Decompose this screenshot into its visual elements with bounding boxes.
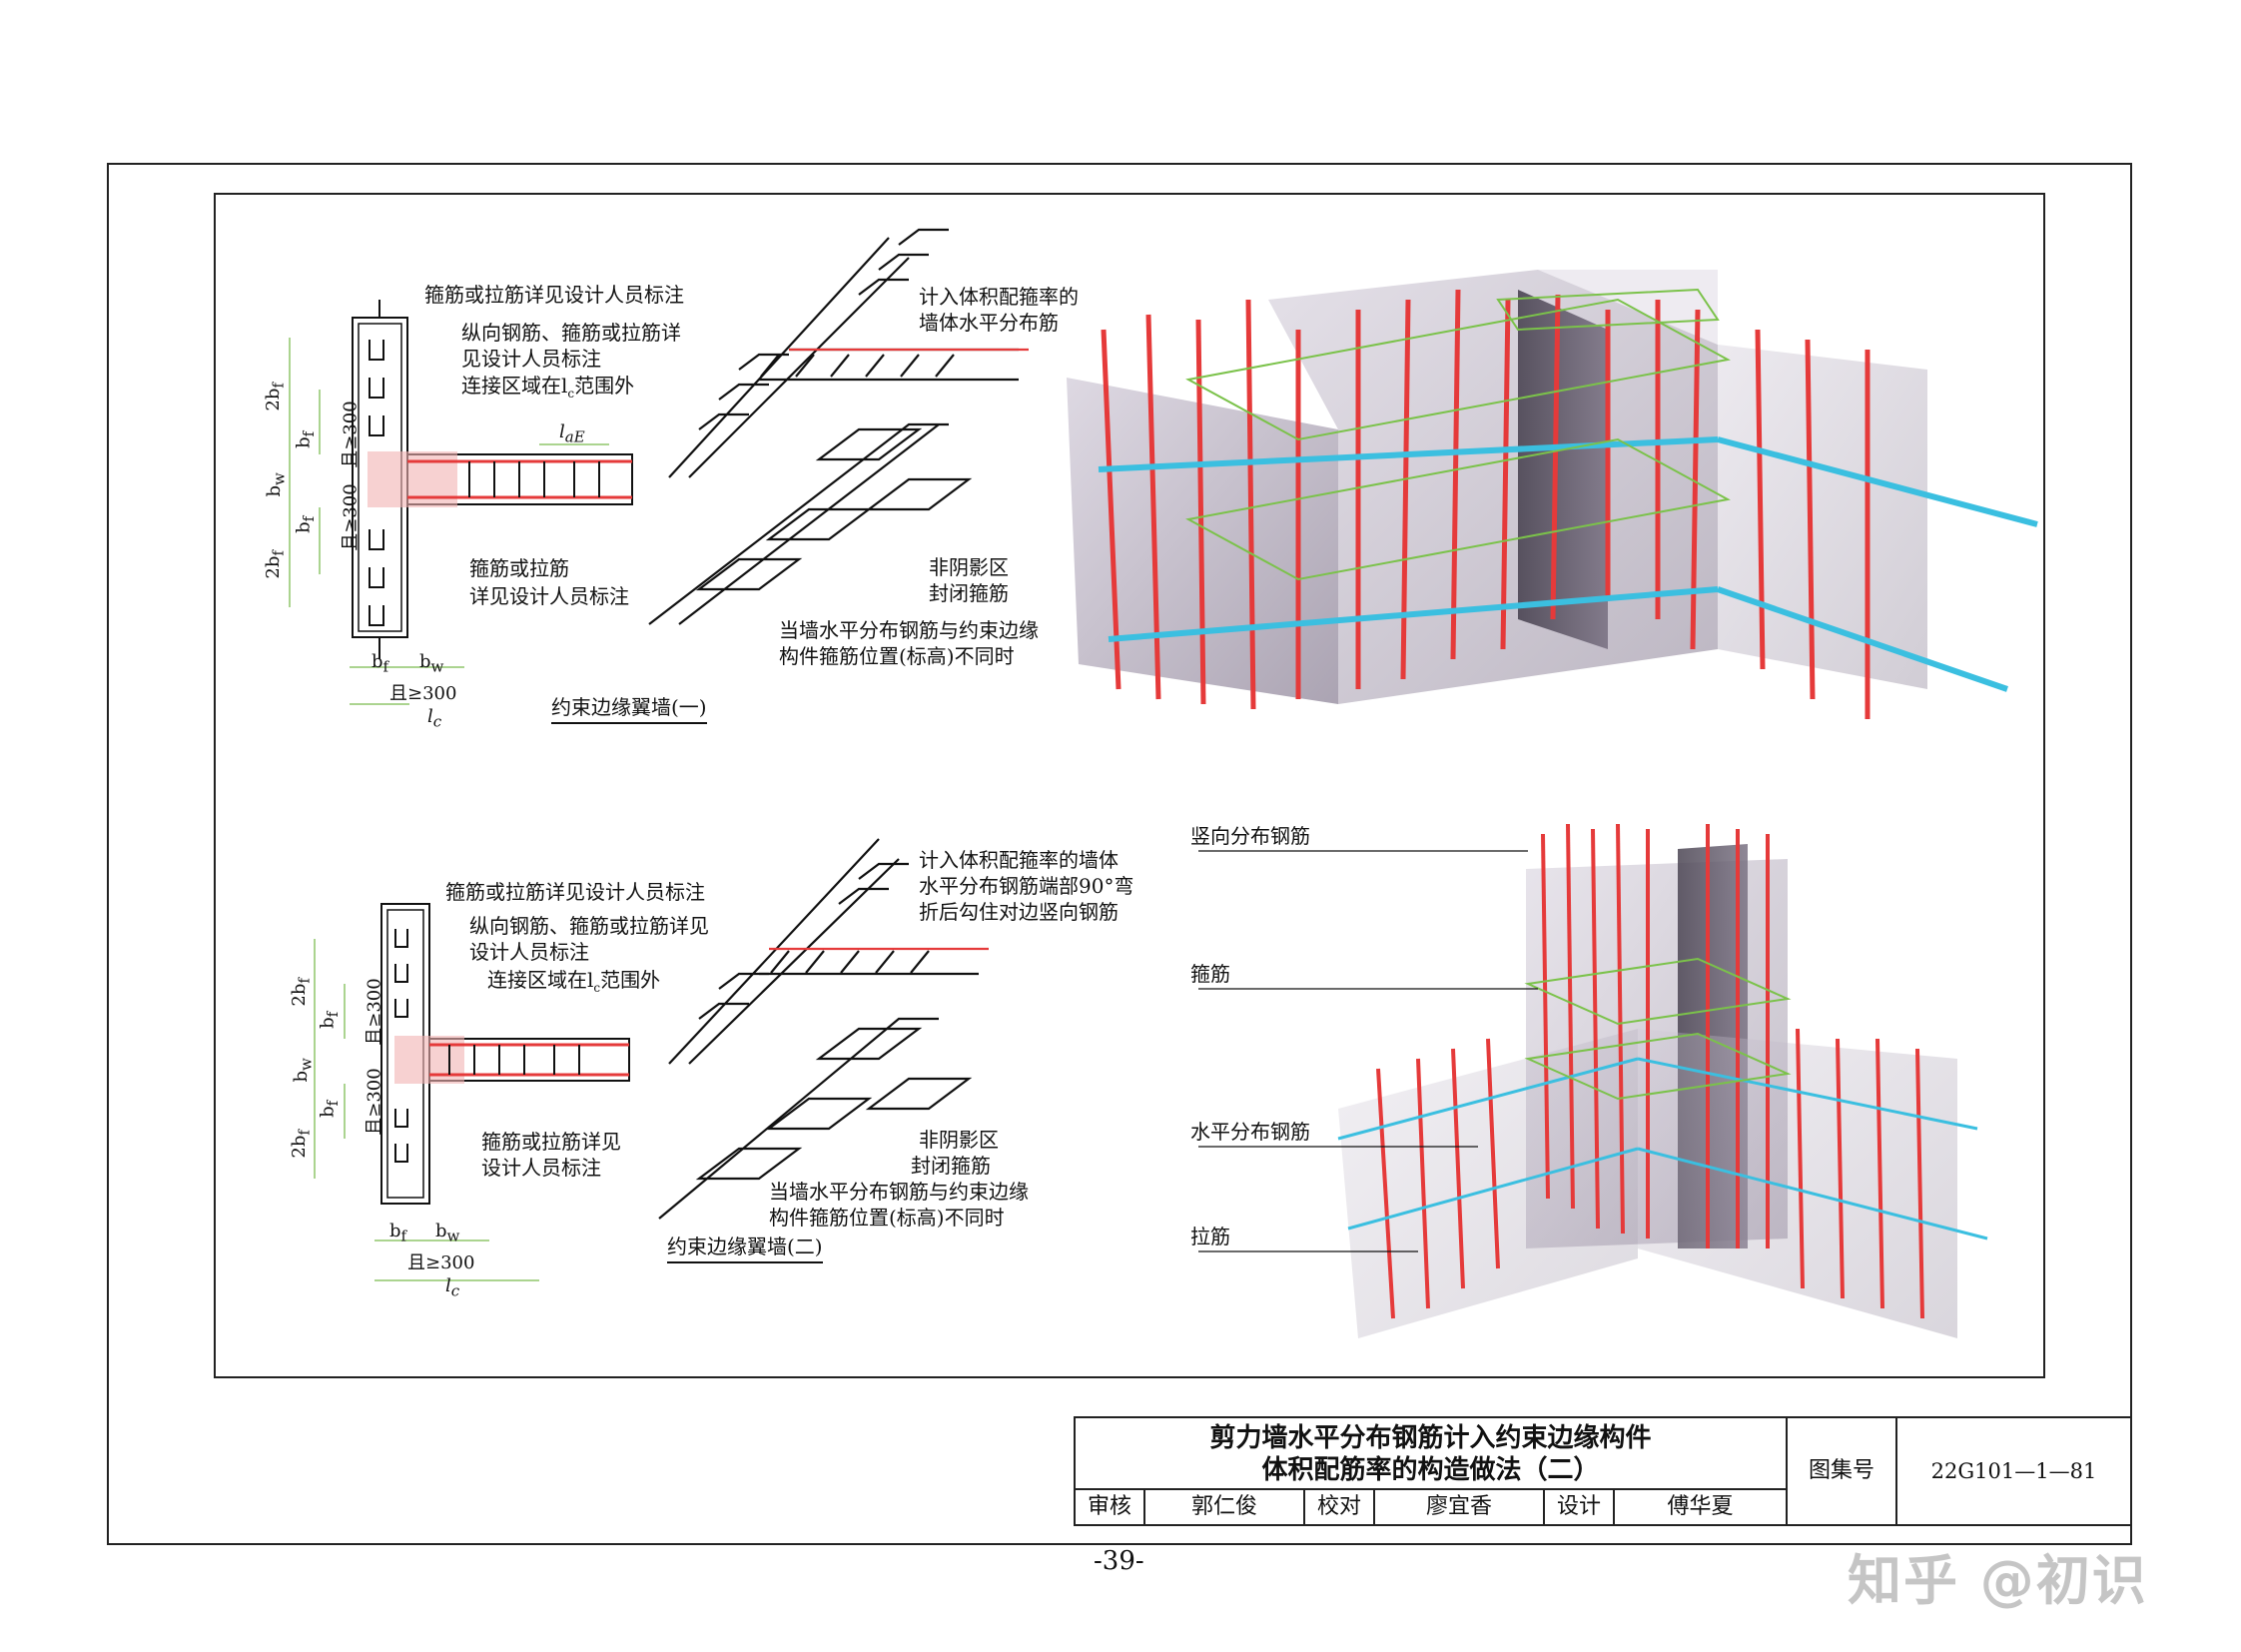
title-block: 剪力墙水平分布钢筋计入约束边缘构件 体积配筋率的构造做法（二） 图集号 22G1… (1074, 1416, 2132, 1526)
d1-dim-bf-top: bf (293, 430, 318, 448)
d1-dim-bw: bw (263, 472, 289, 497)
legend-tie: 拉筋 (1190, 1225, 1230, 1248)
d1-dim-300-bot: 且≥300 (340, 483, 362, 551)
d2-note-shade1: 非阴影区 (919, 1128, 999, 1152)
drawing-frame-inner (214, 193, 2045, 1378)
section-2 (380, 903, 630, 1205)
d2-note-top: 箍筋或拉筋详见设计人员标注 (445, 880, 705, 904)
d1-note-diff1: 当墙水平分布钢筋与约束边缘 (779, 618, 1039, 642)
title-block-title: 剪力墙水平分布钢筋计入约束边缘构件 体积配筋率的构造做法（二） (1076, 1418, 1788, 1490)
watermark: 知乎 @初识 (1848, 1549, 2148, 1612)
check-name: 廖宜香 (1375, 1490, 1545, 1524)
d1-note-long2: 见设计人员标注 (461, 347, 601, 371)
d2-note-diff2: 构件箍筋位置(标高)不同时 (769, 1206, 1005, 1230)
review-name: 郭仁俊 (1145, 1490, 1305, 1524)
d1-note-iso2: 墙体水平分布筋 (919, 311, 1059, 335)
d1-caption: 约束边缘翼墙(一) (551, 691, 707, 724)
d2-dim-2bf-bot: 2bf (288, 1130, 314, 1159)
d1-dim-lae: laE (559, 421, 585, 446)
section-1 (352, 300, 633, 659)
d1-note-bottom2: 详见设计人员标注 (469, 584, 629, 608)
design-name: 傅华夏 (1615, 1490, 1788, 1524)
d2-dim-300-top: 且≥300 (364, 978, 385, 1046)
d2-note-bottom2: 设计人员标注 (481, 1156, 601, 1180)
d1-note-iso1: 计入体积配箍率的 (919, 285, 1079, 309)
d2-note-conn: 连接区域在lc范围外 (487, 968, 661, 995)
d2-note-long2: 设计人员标注 (469, 940, 589, 964)
atlas-number: 22G101—1—81 (1930, 1459, 2097, 1483)
dims-2 (314, 939, 539, 1281)
page-number: -39- (1094, 1546, 1144, 1576)
d1-note-long1: 纵向钢筋、箍筋或拉筋详 (461, 321, 681, 345)
d2-dim-2bf-top: 2bf (288, 978, 314, 1007)
d2-note-shade2: 封闭箍筋 (911, 1154, 991, 1178)
legend-vertical-rebar: 竖向分布钢筋 (1190, 824, 1310, 848)
d2-dim-bf-bot: bf (317, 1100, 342, 1118)
legend-horizontal-rebar: 水平分布钢筋 (1190, 1120, 1310, 1144)
model3d-1 (1067, 270, 2038, 719)
d2-note-long1: 纵向钢筋、箍筋或拉筋详见 (469, 914, 709, 938)
d2-caption: 约束边缘翼墙(二) (667, 1231, 823, 1263)
d2-note-diff1: 当墙水平分布钢筋与约束边缘 (769, 1180, 1029, 1204)
d1-dim-bf-bot: bf (293, 515, 318, 533)
d2-note-iso1: 计入体积配箍率的墙体 (919, 848, 1119, 872)
d2-dim-bw-h: bw (435, 1221, 460, 1245)
d2-note-iso2: 水平分布钢筋端部90°弯 (919, 874, 1134, 898)
atlas-label: 图集号 (1788, 1418, 1897, 1524)
d2-dim-lc: lc (445, 1275, 460, 1300)
title-line-2: 体积配筋率的构造做法（二） (1261, 1455, 1600, 1485)
d1-dim-bw-h: bw (419, 651, 444, 676)
d1-dim-2bf-bot: 2bf (262, 550, 288, 579)
legend-stirrup: 箍筋 (1190, 962, 1230, 986)
d2-dim-bf-h: bf (389, 1221, 407, 1245)
d2-note-bottom1: 箍筋或拉筋详见 (481, 1130, 621, 1154)
d2-dim-bf-top: bf (317, 1011, 342, 1029)
d1-dim-300-h: 且≥300 (389, 683, 457, 704)
model3d-2 (1337, 823, 1988, 1338)
d1-note-top: 箍筋或拉筋详见设计人员标注 (424, 283, 684, 307)
d2-note-iso3: 折后勾住对边竖向钢筋 (919, 900, 1119, 924)
d2-dim-300-h: 且≥300 (407, 1252, 475, 1273)
review-label: 审核 (1076, 1490, 1145, 1524)
d1-dim-bf-h: bf (372, 651, 389, 676)
d2-dim-300-bot: 且≥300 (364, 1068, 385, 1136)
d1-note-shade1: 非阴影区 (929, 555, 1009, 579)
dims-1 (289, 338, 609, 705)
d1-note-bottom1: 箍筋或拉筋 (469, 556, 569, 580)
d1-note-diff2: 构件箍筋位置(标高)不同时 (779, 644, 1015, 668)
d1-dim-lc: lc (427, 706, 442, 731)
d1-dim-2bf-top: 2bf (262, 383, 288, 412)
d1-note-shade2: 封闭箍筋 (929, 581, 1009, 605)
title-line-1: 剪力墙水平分布钢筋计入约束边缘构件 (1209, 1423, 1652, 1453)
d1-note-conn: 连接区域在lc范围外 (461, 374, 635, 401)
check-label: 校对 (1305, 1490, 1375, 1524)
iso-sketch-2 (658, 838, 989, 1220)
d2-dim-bw: bw (290, 1058, 316, 1083)
drawing-frame-outer (107, 163, 2132, 1545)
iso-sketch-1 (648, 228, 1029, 625)
design-label: 设计 (1545, 1490, 1615, 1524)
d1-dim-300-top: 且≥300 (340, 401, 362, 468)
